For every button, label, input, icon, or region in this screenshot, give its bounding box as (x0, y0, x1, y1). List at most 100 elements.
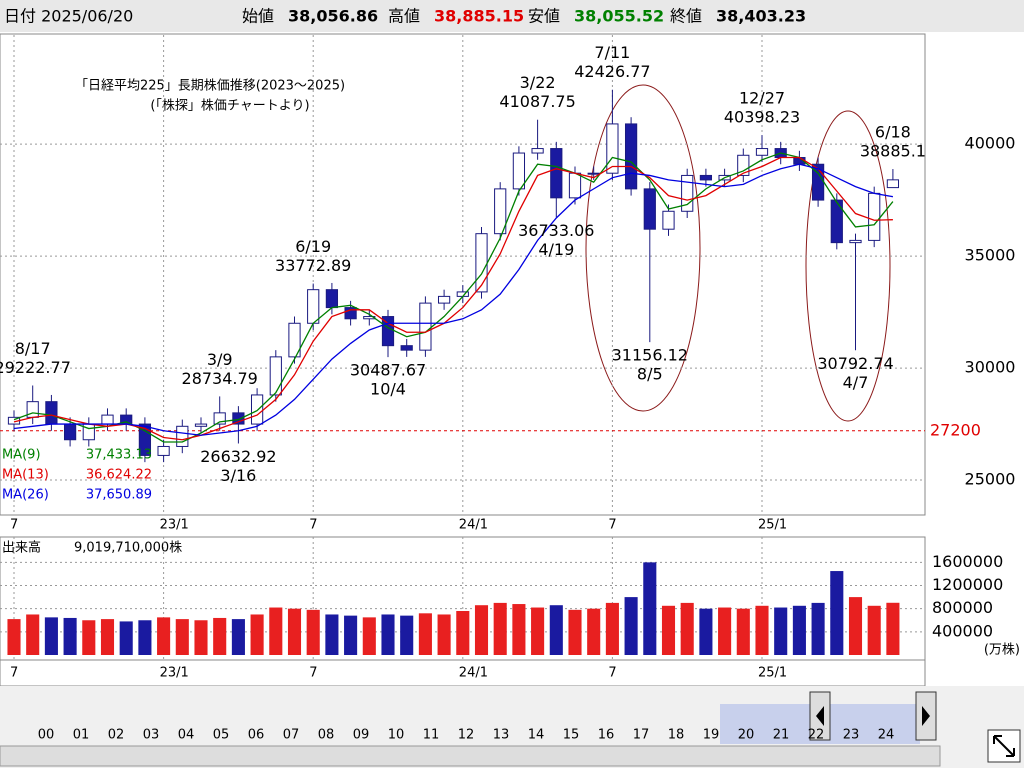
candle-body (325, 289, 339, 309)
annotation-date: 12/27 (739, 89, 785, 108)
navigator-year: 20 (738, 728, 755, 743)
scrollbar[interactable] (0, 745, 941, 767)
x-tick-label: 23/1 (160, 666, 189, 681)
header-value: 38,403.23 (716, 7, 806, 26)
volume-bar (661, 605, 676, 655)
volume-bar (605, 602, 619, 655)
price-panel (0, 33, 926, 516)
y-tick-label: 400000 (932, 621, 993, 640)
legend-name: MA(13) (2, 468, 49, 483)
volume-bar (792, 605, 806, 655)
volume-bar (381, 614, 395, 655)
navigator-year: 04 (178, 728, 195, 743)
volume-bar (755, 605, 769, 655)
annotation-date: 6/18 (875, 123, 911, 142)
annotation-date: 8/5 (637, 365, 663, 384)
annotation-date: 6/19 (295, 237, 331, 256)
candle-body (419, 302, 432, 351)
volume-bar (531, 607, 545, 655)
annotation-date: 7/11 (594, 43, 630, 62)
volume-unit: (万株) (984, 643, 1020, 658)
candle-body (269, 356, 282, 396)
x-tick-label: 7 (608, 666, 616, 681)
volume-bar (26, 614, 40, 655)
arrow-right (922, 706, 930, 726)
candle-body (868, 192, 881, 241)
x-tick-label: 7 (309, 666, 317, 681)
candle-body (699, 174, 713, 181)
navigator-year: 21 (773, 728, 790, 743)
candle-body (232, 412, 245, 425)
candle-body (531, 148, 544, 154)
candle-body (830, 199, 843, 244)
x-tick-label: 7 (10, 518, 18, 533)
volume-bar (213, 617, 227, 655)
volume-current: 9,019,710,000株 (74, 541, 182, 556)
header-value: 38,055.52 (574, 7, 664, 26)
navigator-year: 23 (843, 728, 860, 743)
annotation-date: 3/9 (207, 350, 233, 369)
navigator-year: 11 (423, 728, 440, 743)
navigator-year: 19 (703, 728, 720, 743)
candle-body (587, 172, 600, 175)
y-tick-label: 800000 (932, 598, 993, 617)
candle-body (494, 188, 507, 235)
chart-title: 「日経平均225」長期株価推移(2023～2025) (75, 79, 345, 94)
candle-body (82, 423, 95, 441)
volume-bar (63, 617, 77, 655)
legend-name: MA(9) (2, 448, 41, 463)
candle-body (568, 172, 582, 199)
navigator-year: 17 (633, 728, 650, 743)
x-tick-label: 7 (608, 518, 616, 533)
volume-bar (848, 597, 863, 655)
navigator-year: 09 (353, 728, 370, 743)
volume-bar (7, 619, 21, 655)
candle-body (400, 345, 413, 351)
volume-bar (774, 607, 788, 655)
annotation-value: 36733.06 (518, 221, 594, 240)
navigator-year: 16 (598, 728, 615, 743)
candle-body (512, 152, 526, 190)
navigator-year: 01 (73, 728, 90, 743)
volume-bar (306, 609, 320, 655)
navigator-year: 00 (38, 728, 55, 743)
candle-body (45, 401, 58, 425)
header-label: 高値 (388, 7, 420, 26)
candle-body (26, 401, 39, 418)
x-tick-label: 23/1 (160, 518, 189, 533)
navigator-year: 05 (213, 728, 230, 743)
volume-bar (344, 615, 358, 655)
candle-body (288, 322, 301, 358)
volume-bar (362, 617, 376, 655)
annotation-value: 30792.74 (817, 354, 893, 373)
candle-body (681, 174, 694, 212)
navigator-year: 07 (283, 728, 300, 743)
annotation-value: 30487.67 (350, 361, 426, 380)
navigator-year: 14 (528, 728, 545, 743)
annotation-value: 33772.89 (275, 256, 351, 275)
volume-bar (736, 608, 750, 655)
candle-body (662, 210, 675, 230)
navigator-year: 12 (458, 728, 475, 743)
highlight-ellipse (805, 110, 891, 422)
candle-body (437, 295, 451, 304)
legend-value: 36,624.22 (86, 468, 152, 483)
volume-bar (568, 609, 582, 655)
candle-body (550, 148, 563, 199)
legend-value: 37,433.13 (86, 448, 152, 463)
volume-bar (119, 621, 133, 655)
x-tick-label: 24/1 (459, 666, 488, 681)
y-tick-label: 1600000 (932, 552, 1003, 571)
annotation-value: 31156.12 (612, 346, 688, 365)
header-label: 始値 (242, 7, 274, 26)
annotation-date: 8/17 (15, 339, 51, 358)
candle-body (624, 123, 638, 190)
navigator-year: 10 (388, 728, 405, 743)
volume-bar (157, 617, 171, 655)
candle-body (886, 179, 900, 189)
volume-title: 出来高 (2, 540, 41, 556)
annotation-value: 40398.23 (724, 108, 800, 127)
volume-bar (269, 607, 283, 655)
annotation-value: 38885.1 (860, 142, 926, 161)
candle-body (63, 423, 77, 441)
